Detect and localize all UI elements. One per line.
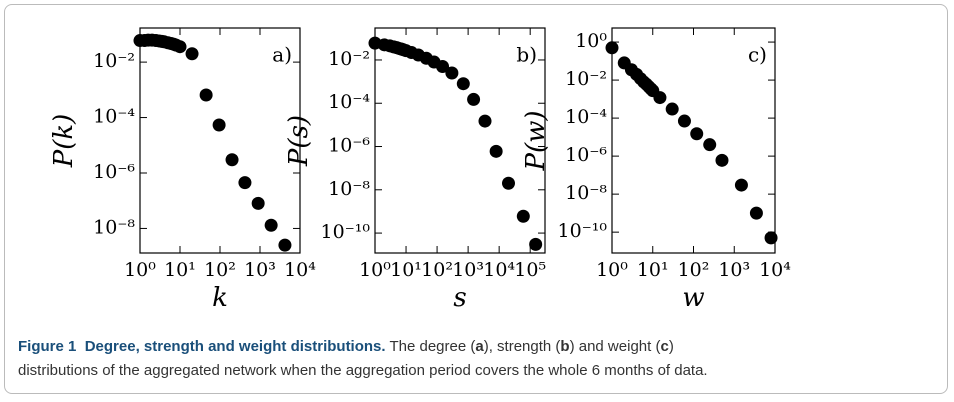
x-axis-label: s xyxy=(453,283,466,313)
x-tick-label: 10⁴ xyxy=(483,259,515,281)
point xyxy=(185,47,199,61)
caption-text: a xyxy=(475,338,484,355)
x-tick-label: 10¹ xyxy=(164,259,196,281)
point xyxy=(734,178,748,192)
point xyxy=(445,66,459,80)
x-tick-label: 10³ xyxy=(452,259,484,281)
x-tick-label: 10³ xyxy=(244,259,276,281)
y-axis-label: P(w) xyxy=(521,110,551,171)
y-tick-label: 10⁻⁴ xyxy=(93,106,135,128)
x-tick-label: 10² xyxy=(204,259,236,281)
x-tick-label: 10⁰ xyxy=(596,259,628,281)
caption-text: b xyxy=(560,338,570,355)
plot-frame xyxy=(374,27,546,254)
point xyxy=(478,114,492,128)
figure-frame xyxy=(4,4,948,394)
y-tick-label: 10⁰ xyxy=(575,30,607,52)
y-tick-label: 10⁻⁸ xyxy=(565,182,607,204)
x-tick-label: 10⁰ xyxy=(124,259,156,281)
y-tick-label: 10⁻² xyxy=(328,48,370,70)
caption-text: The degree ( xyxy=(389,338,476,355)
point xyxy=(703,138,717,152)
point xyxy=(456,77,470,91)
caption: Figure 1 Degree, strength and weight dis… xyxy=(18,335,938,383)
point xyxy=(238,176,252,190)
x-tick-label: 10¹ xyxy=(637,259,669,281)
y-tick-label: 10⁻⁸ xyxy=(93,216,135,238)
x-tick-label: 10³ xyxy=(718,259,750,281)
caption-title: Degree, strength and weight distribution… xyxy=(84,338,386,355)
point xyxy=(264,218,278,232)
point xyxy=(199,88,213,102)
point xyxy=(467,92,481,106)
point xyxy=(278,238,292,252)
point xyxy=(605,41,619,55)
x-tick-label: 10⁵ xyxy=(514,259,546,281)
point xyxy=(653,91,667,105)
x-tick-label: 10² xyxy=(421,259,453,281)
y-tick-label: 10⁻⁶ xyxy=(93,161,135,183)
point xyxy=(715,153,729,167)
point xyxy=(677,114,691,128)
caption-text: c xyxy=(660,338,669,355)
point xyxy=(251,196,265,210)
x-tick-label: 10² xyxy=(678,259,710,281)
x-tick-label: 10⁴ xyxy=(284,259,316,281)
y-tick-label: 10⁻⁴ xyxy=(328,91,370,113)
point xyxy=(764,231,778,245)
figure: 10⁰ 10¹ 10² 10³ 10⁴10⁻²10⁻⁴10⁻⁶10⁻⁸kP(k)a)10… xyxy=(49,27,791,313)
x-tick-label: 10¹ xyxy=(390,259,422,281)
point xyxy=(665,102,679,116)
point xyxy=(436,59,450,73)
panel-label: a) xyxy=(272,43,292,67)
point xyxy=(489,144,503,158)
y-tick-label: 10⁻² xyxy=(565,68,607,90)
caption-label: Figure 1 xyxy=(18,338,77,355)
point xyxy=(212,118,226,132)
point xyxy=(225,153,239,167)
caption-text: ), strength ( xyxy=(483,338,561,355)
x-axis-label: k xyxy=(212,283,228,313)
panel-label: b) xyxy=(516,43,537,67)
point xyxy=(501,176,515,190)
x-axis-label: w xyxy=(682,283,704,313)
y-axis-label: P(s) xyxy=(284,115,314,167)
y-axis-label: P(k) xyxy=(49,114,79,169)
caption-text: ) xyxy=(668,338,674,355)
caption-text: ) and weight ( xyxy=(569,338,661,355)
point xyxy=(173,40,187,54)
panel-label: c) xyxy=(748,43,767,67)
point xyxy=(529,237,543,251)
y-tick-label: 10⁻² xyxy=(93,50,135,72)
y-tick-label: 10⁻⁴ xyxy=(565,106,607,128)
y-tick-label: 10⁻¹⁰ xyxy=(558,220,608,242)
y-tick-label: 10⁻⁸ xyxy=(328,178,370,200)
y-tick-label: 10⁻¹⁰ xyxy=(321,221,371,243)
x-tick-label: 10⁰ xyxy=(359,259,391,281)
point xyxy=(749,206,763,220)
y-tick-label: 10⁻⁶ xyxy=(565,144,607,166)
caption-text: distributions of the aggregated network … xyxy=(18,362,708,379)
point xyxy=(516,209,530,223)
y-tick-label: 10⁻⁶ xyxy=(328,135,370,157)
point xyxy=(690,127,704,141)
x-tick-label: 10⁴ xyxy=(759,259,791,281)
